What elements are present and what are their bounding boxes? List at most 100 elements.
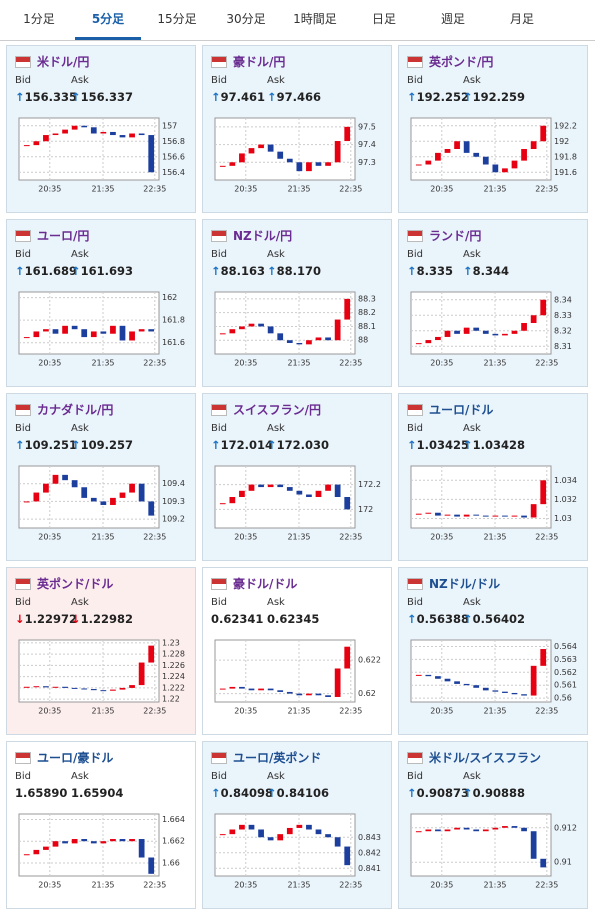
rate-panel[interactable]: NZドル/円 Bid Ask ↑88.163 ↑88.170 88 88.1 88.2 88.3… — [202, 219, 392, 387]
flag-icon — [211, 578, 227, 590]
plot-area — [18, 117, 160, 181]
rate-panel[interactable]: 豪ドル/ドル Bid Ask 0.62341 0.62345 0.62 0.622 20:35… — [202, 567, 392, 735]
y-tick-label: 192.2 — [554, 121, 577, 130]
rate-panel[interactable]: NZドル/ドル Bid Ask ↑0.56388 ↑0.56402 0.56 0.561 0.… — [398, 567, 588, 735]
candle — [444, 829, 451, 832]
y-tick-label: 172 — [358, 505, 373, 514]
candle — [444, 330, 451, 337]
candle — [33, 492, 40, 502]
rate-panel[interactable]: スイスフラン/円 Bid Ask ↑172.014 ↑172.030 172 172.2 20… — [202, 393, 392, 561]
tab[interactable]: 30分足 — [226, 12, 266, 26]
candle — [119, 839, 126, 842]
candle — [511, 826, 518, 828]
candle — [425, 829, 432, 832]
rate-panel[interactable]: 米ドル/スイスフラン Bid Ask ↑0.90873 ↑0.90888 0.91 0.91… — [398, 741, 588, 909]
candle — [248, 688, 255, 691]
y-tick-label: 161.6 — [162, 338, 185, 347]
candle — [33, 141, 40, 146]
candle — [463, 327, 470, 334]
candle — [138, 839, 145, 858]
candle — [315, 162, 322, 166]
candle — [71, 839, 78, 844]
pair-title: 英ポンド/ドル — [37, 577, 114, 591]
candle — [90, 689, 97, 691]
candle — [43, 846, 49, 850]
bid-label: Bid — [15, 75, 31, 86]
rate-panel[interactable]: 豪ドル/円 Bid Ask ↑97.461 ↑97.466 97.3 97.4 97.5 20:… — [202, 45, 392, 213]
y-tick-label: 1.66 — [162, 858, 180, 867]
x-tick-label: 20:35 — [38, 533, 61, 542]
x-tick-label: 21:35 — [483, 185, 506, 194]
candle — [344, 497, 351, 510]
bid-label: Bid — [407, 597, 423, 608]
rate-panel[interactable]: ユーロ/ドル Bid Ask ↑1.03425 ↑1.03428 1.03 1.032 1.0… — [398, 393, 588, 561]
y-tick-label: 0.563 — [554, 655, 577, 664]
ask-label: Ask — [463, 597, 481, 608]
y-tick-label: 0.56 — [554, 694, 572, 703]
x-tick-label: 22:35 — [535, 707, 558, 716]
tab[interactable]: 1時間足 — [293, 12, 337, 26]
candle — [473, 327, 480, 331]
tab[interactable]: 週足 — [440, 12, 465, 26]
candle — [62, 474, 68, 481]
x-tick-label: 20:35 — [234, 533, 257, 542]
bid-value: ↑161.689 — [15, 264, 78, 278]
candle — [521, 694, 527, 696]
ask-label: Ask — [267, 423, 285, 434]
x-tick-label: 22:35 — [535, 533, 558, 542]
x-tick-label: 21:35 — [91, 533, 114, 542]
candle — [62, 686, 68, 688]
candle — [425, 160, 432, 165]
candle — [334, 141, 341, 163]
candle — [286, 487, 293, 491]
flag-icon — [211, 230, 227, 242]
y-tick-label: 1.032 — [554, 495, 577, 504]
candle — [286, 691, 293, 694]
bid-label: Bid — [15, 423, 31, 434]
x-tick-label: 22:35 — [143, 185, 166, 194]
x-tick-label: 21:35 — [483, 533, 506, 542]
rate-panel[interactable]: 英ポンド/ドル Bid Ask ↓1.22972 ↓1.22982 1.22 1.222 1.… — [6, 567, 196, 735]
candle — [463, 514, 470, 517]
bid-value: ↑97.461 — [211, 90, 266, 104]
y-tick-label: 1.22 — [162, 695, 180, 704]
pair-title: ユーロ/円 — [37, 229, 90, 243]
candle — [334, 319, 341, 341]
candle — [306, 693, 312, 696]
x-tick-label: 20:35 — [234, 185, 257, 194]
candle — [454, 330, 460, 334]
candle — [239, 686, 245, 689]
y-tick-label: 0.842 — [358, 848, 381, 857]
y-tick-label: 109.4 — [162, 479, 185, 488]
candle — [23, 145, 30, 147]
plot-area — [214, 639, 356, 703]
candle — [482, 156, 489, 165]
candle — [267, 326, 274, 334]
rate-panel[interactable]: ユーロ/円 Bid Ask ↑161.689 ↑161.693 161.6 161.8 162… — [6, 219, 196, 387]
tab[interactable]: 1分足 — [23, 12, 55, 26]
candle — [454, 827, 460, 830]
rate-panel[interactable]: 米ドル/円 Bid Ask ↑156.335 ↑156.337 156.4 156.6 156… — [6, 45, 196, 213]
candle — [454, 141, 460, 149]
tab[interactable]: 日足 — [371, 12, 396, 26]
candle — [129, 685, 135, 688]
candle — [530, 315, 537, 323]
tab[interactable]: 月足 — [509, 12, 534, 26]
tab[interactable]: 5分足 — [75, 0, 141, 40]
x-tick-label: 21:35 — [91, 359, 114, 368]
rate-panel[interactable]: 英ポンド/円 Bid Ask ↑192.252 ↑192.259 191.6 191.8 19… — [398, 45, 588, 213]
candle — [415, 343, 422, 345]
rate-panel[interactable]: ランド/円 Bid Ask ↑8.335 ↑8.344 8.31 8.32 8.33 8.34 2… — [398, 219, 588, 387]
tab[interactable]: 15分足 — [157, 12, 197, 26]
candle — [23, 854, 30, 856]
x-tick-label: 21:35 — [287, 533, 310, 542]
rate-panel[interactable]: ユーロ/豪ドル Bid Ask 1.65890 1.65904 1.66 1.662 1.66… — [6, 741, 196, 909]
candle — [306, 162, 312, 172]
candle — [267, 484, 274, 488]
rate-panel[interactable]: ユーロ/英ポンド Bid Ask ↑0.84098 ↑0.84106 0.841 0.842… — [202, 741, 392, 909]
candle — [425, 340, 432, 344]
ask-label: Ask — [463, 423, 481, 434]
rate-panel[interactable]: カナダドル/円 Bid Ask ↑109.251 ↑109.257 109.2 109.3 1… — [6, 393, 196, 561]
x-tick-label: 20:35 — [430, 707, 453, 716]
bid-value: ↓1.22972 — [15, 612, 78, 626]
